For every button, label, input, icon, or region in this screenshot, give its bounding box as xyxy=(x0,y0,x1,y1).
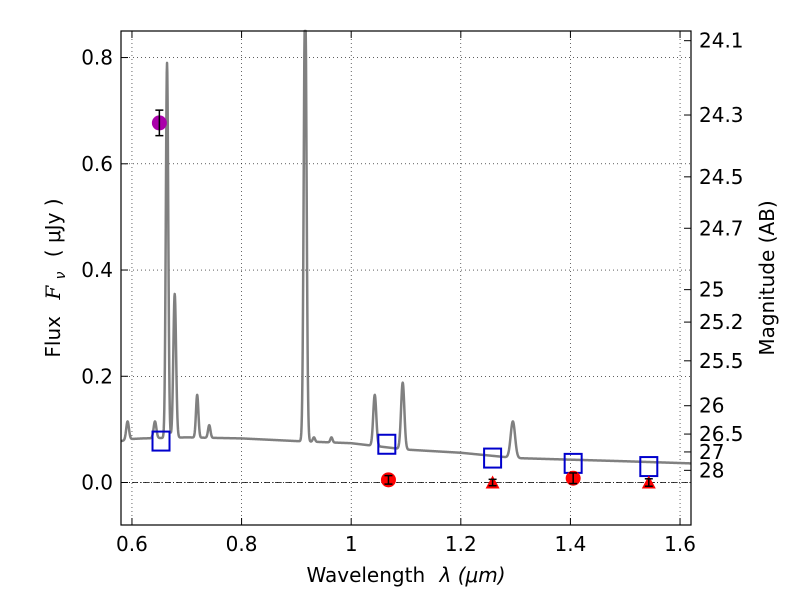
y-axis-label-symbol: F xyxy=(41,285,65,301)
y2-tick-label: 26 xyxy=(699,394,724,418)
model-box-marker xyxy=(483,447,503,469)
x-tick-label: 0.6 xyxy=(116,532,148,556)
y-tick-label: 0.2 xyxy=(81,364,113,388)
x-axis-label: Wavelength λ (μm) xyxy=(306,563,505,587)
y-axis-label: Flux F ν ( μJy ) xyxy=(41,198,70,357)
x-axis: 0.6 0.8 1 1.2 1.4 1.6 xyxy=(116,31,696,556)
grid xyxy=(121,31,691,525)
y-axis-label-unit: ( μJy ) xyxy=(41,198,65,257)
spectrum xyxy=(120,29,692,465)
y2-tick-label: 27 xyxy=(699,440,724,464)
y2-axis-label: Magnitude (AB) xyxy=(755,200,779,355)
x-axis-label-text: Wavelength xyxy=(306,563,425,587)
plot-background xyxy=(121,31,691,525)
y-tick-label: 0.0 xyxy=(81,471,113,495)
spectrum-line xyxy=(120,29,692,465)
y2-tick-label: 24.3 xyxy=(699,103,744,127)
y-tick-label: 0.4 xyxy=(81,258,113,282)
plot-frame xyxy=(120,30,692,526)
x-tick-label: 1.2 xyxy=(445,532,477,556)
y2-tick-label: 25.2 xyxy=(699,310,744,334)
x-axis-label-math: λ (μm) xyxy=(439,563,506,587)
y-axis: 0.0 0.2 0.4 0.6 0.8 xyxy=(81,46,128,495)
y-tick-label: 0.8 xyxy=(81,46,113,70)
y2-tick-label: 26.5 xyxy=(699,422,744,446)
x-tick-label: 1.6 xyxy=(664,532,696,556)
y2-tick-label: 24.1 xyxy=(699,29,744,53)
x-tick-label: 0.8 xyxy=(226,532,258,556)
y-axis-label-text: Flux xyxy=(41,316,65,358)
model-box-marker xyxy=(151,430,171,452)
data-marks xyxy=(151,109,659,489)
y2-tick-label: 24.7 xyxy=(699,216,744,240)
model-box-marker xyxy=(377,433,397,455)
y-axis-label-subscript: ν xyxy=(53,271,69,279)
y2-tick-label: 25.5 xyxy=(699,349,744,373)
x-tick-label: 1.4 xyxy=(555,532,587,556)
x-tick-label: 1 xyxy=(345,532,358,556)
y2-tick-label: 28 xyxy=(699,458,724,482)
y2-tick-label: 25 xyxy=(699,278,724,302)
y-tick-label: 0.6 xyxy=(81,152,113,176)
y2-tick-label: 24.5 xyxy=(699,165,744,189)
